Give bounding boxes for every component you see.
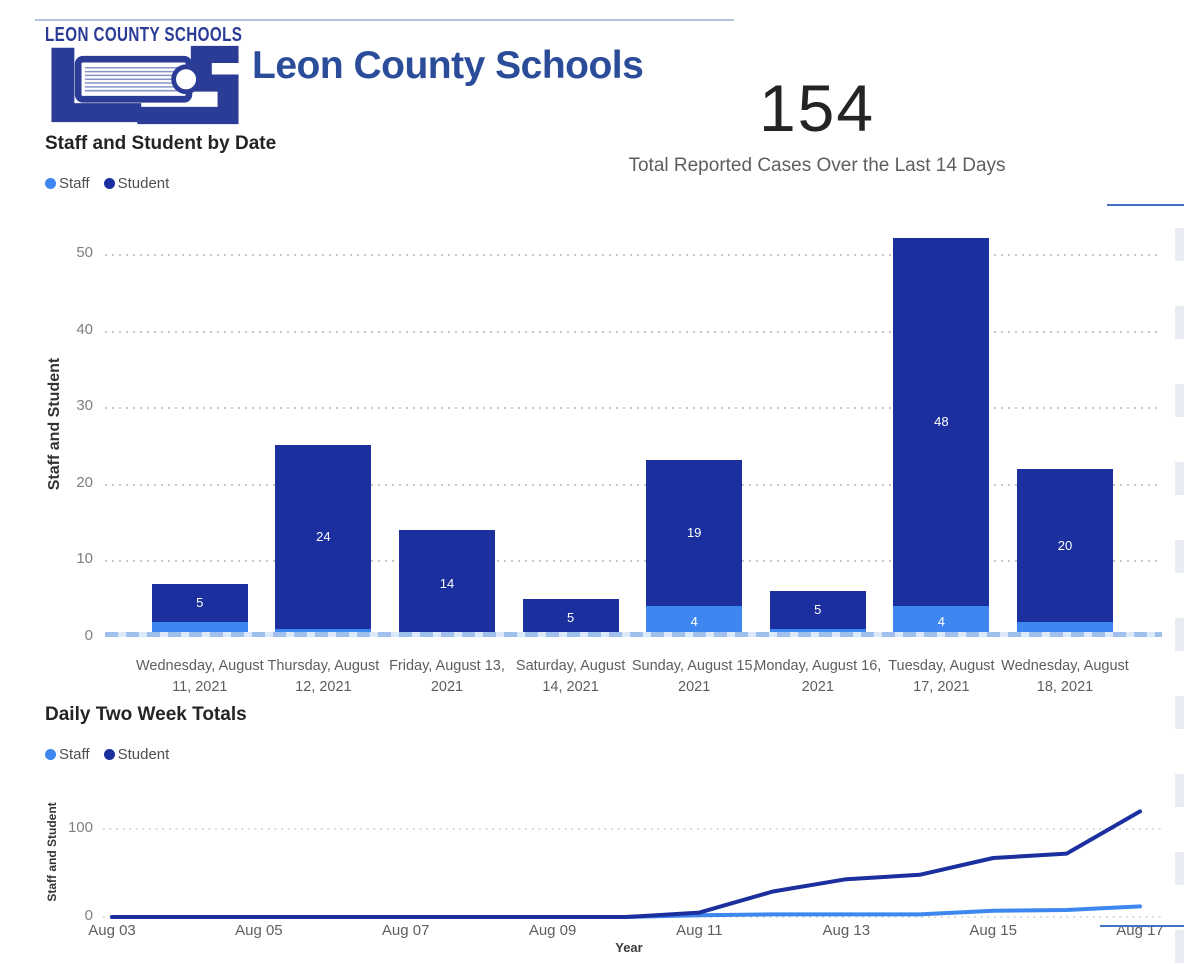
bar-y-tick-label: 40: [76, 320, 93, 338]
bar-x-category-label: Sunday, August 15, 2021: [631, 658, 757, 695]
staff-value-label: 4: [937, 613, 945, 629]
bar-segment-student[interactable]: [151, 584, 248, 622]
right-edge-accent-line-bottom: [1100, 925, 1184, 927]
logo-wordmark: LEON COUNTY SCHOOLS: [45, 24, 243, 47]
bar-x-category-label: Saturday, August 14, 2021: [515, 658, 626, 695]
bar-y-tick-label: 30: [76, 397, 93, 415]
line-x-tick-label: Aug 09: [528, 922, 577, 939]
right-edge-cutoff-visual: [1175, 228, 1184, 964]
bar-y-tick-label: 20: [76, 473, 93, 491]
student-value-label: 48: [934, 414, 949, 429]
bar-gridline: [105, 560, 1162, 563]
bar-segment-student[interactable]: [399, 530, 495, 637]
bar-x-category-label: Thursday, August 12, 2021: [267, 658, 380, 695]
student-legend-dot-icon: [103, 178, 115, 189]
student-value-label: 14: [439, 575, 455, 591]
kpi-total-cases-label: Total Reported Cases Over the Last 14 Da…: [628, 155, 1006, 176]
bar-x-category-label: Wednesday, August 11, 2021: [135, 658, 264, 695]
lcs-monogram-icon: [51, 45, 239, 125]
line-x-tick-label: Aug 15: [969, 922, 1017, 939]
student-legend-dot-icon: [103, 749, 115, 760]
lcs-logo: [45, 42, 245, 126]
bar-gridline: [105, 483, 1162, 486]
legend-label-staff: Staff: [59, 175, 90, 192]
bar-y-tick-label: 50: [76, 244, 93, 261]
bar-segment-student[interactable]: [1017, 469, 1113, 622]
line-x-tick-label: Aug 13: [822, 922, 871, 939]
kpi-total-cases-value: 154: [758, 71, 876, 145]
staff-value-label: 4: [690, 613, 698, 629]
legend-item-student[interactable]: Student: [103, 175, 170, 192]
brand-title: Leon County Schools: [252, 44, 644, 87]
line-chart-legend: Staff Student: [45, 746, 169, 763]
legend-label-student: Student: [117, 746, 170, 763]
bar-y-tick-label: 0: [84, 627, 93, 644]
right-edge-accent-line-top: [1107, 204, 1184, 206]
legend-label-student: Student: [117, 175, 170, 192]
bar-zero-baseline: [105, 632, 1162, 637]
bar-x-category-label: Monday, August 16, 2021: [754, 658, 882, 695]
line-y-tick-label: 100: [67, 819, 93, 836]
bar-y-tick-label: 10: [76, 550, 93, 568]
bar-x-category-label: Wednesday, August 18, 2021: [1001, 658, 1129, 695]
bar-segment-staff[interactable]: [646, 606, 743, 637]
line-x-tick-label: Aug 05: [235, 922, 283, 939]
legend-item-staff[interactable]: Staff: [45, 175, 90, 192]
bar-gridline: [105, 407, 1162, 410]
student-value-label: 19: [686, 525, 702, 540]
bar-segment-student[interactable]: [646, 460, 743, 606]
top-divider: [35, 19, 734, 21]
bar-x-category-label: Friday, August 13, 2021: [389, 658, 505, 695]
bar-gridline: [105, 254, 1162, 256]
staff-legend-dot-icon: [45, 178, 56, 189]
line-chart-x-axis-title: Year: [615, 940, 643, 955]
bar-segment-student[interactable]: [769, 591, 866, 629]
line-chart-title: Daily Two Week Totals: [45, 704, 247, 725]
bar-x-category-label: Tuesday, August 17, 2021: [888, 658, 995, 695]
line-x-tick-label: Aug 03: [88, 922, 136, 939]
bar-segment-student[interactable]: [275, 445, 372, 629]
line-y-tick-label: 0: [84, 907, 93, 924]
legend-label-staff: Staff: [59, 746, 90, 763]
bar-chart-title: Staff and Student by Date: [45, 133, 277, 154]
bar-segment-student[interactable]: [522, 599, 619, 637]
bar-segment-staff[interactable]: [893, 606, 990, 637]
line-x-tick-label: Aug 11: [676, 922, 723, 939]
student-value-label: 5: [196, 595, 204, 610]
legend-item-staff[interactable]: Staff: [45, 746, 90, 763]
bar-chart-legend: Staff Student: [45, 175, 169, 192]
legend-item-student[interactable]: Student: [103, 746, 170, 763]
bar-gridline: [105, 330, 1162, 333]
bar-segment-student[interactable]: [893, 238, 990, 606]
line-chart-svg: [103, 809, 1164, 919]
student-value-label: 5: [814, 602, 822, 617]
staff-legend-dot-icon: [45, 749, 56, 760]
student-value-label: 20: [1057, 537, 1073, 553]
student-value-label: 24: [316, 529, 331, 544]
student-value-label: 5: [566, 610, 575, 625]
line-series-student[interactable]: [110, 809, 1142, 919]
line-x-tick-label: Aug 07: [381, 922, 430, 939]
